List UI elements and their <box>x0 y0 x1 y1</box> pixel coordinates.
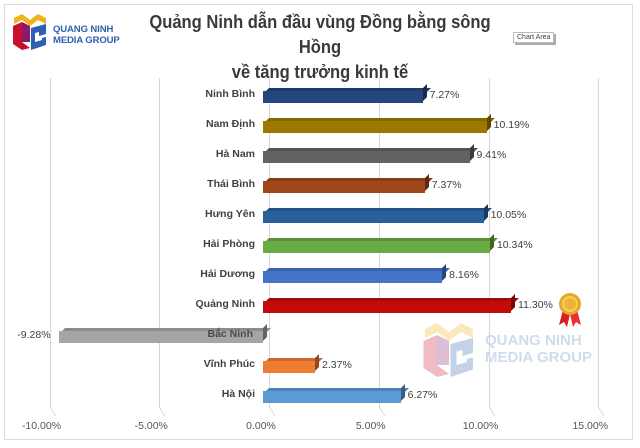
bar[interactable] <box>263 204 492 223</box>
x-tick-label: -5.00% <box>134 420 168 432</box>
data-label: 9.41% <box>476 149 507 161</box>
category-label: Vĩnh Phúc <box>203 358 255 370</box>
category-label: Hải Phòng <box>203 238 255 250</box>
bar[interactable] <box>263 144 478 163</box>
data-label: 7.27% <box>429 89 460 101</box>
x-tick-label: 10.00% <box>462 420 499 432</box>
bar-row: Quảng Ninh 11.30% <box>0 290 640 320</box>
bar[interactable] <box>263 114 495 133</box>
data-label: 11.30% <box>518 299 553 311</box>
x-tick-label: 0.00% <box>246 420 276 432</box>
data-label: 10.34% <box>496 239 533 251</box>
category-label: Quảng Ninh <box>195 298 256 310</box>
bar-row: Hải Phòng 10.34% <box>0 230 640 260</box>
bar[interactable] <box>263 174 433 193</box>
watermark: QUANG NINH MEDIA GROUP <box>419 318 599 382</box>
category-label: Thái Bình <box>207 178 255 190</box>
category-label: Hà Nam <box>215 148 255 160</box>
data-label: 10.05% <box>490 209 527 221</box>
data-label: 10.19% <box>493 119 530 131</box>
qmg-logo-icon <box>13 14 46 50</box>
bar-row: Hải Dương 8.16% <box>0 260 640 290</box>
bar[interactable] <box>263 384 409 403</box>
category-label: Hà Nội <box>221 388 255 400</box>
data-label: 6.27% <box>407 389 438 401</box>
gridline <box>49 78 51 408</box>
bar-row: Hà Nội 6.27% <box>0 380 640 410</box>
gridline <box>159 78 161 408</box>
category-label: Ninh Bình <box>205 88 255 100</box>
bar-row: Thái Bình 7.37% <box>0 170 640 200</box>
chart-title: Quảng Ninh dẫn đầu vùng Đồng bằng sông H… <box>149 12 491 82</box>
category-label: Hải Dương <box>200 268 255 280</box>
bar[interactable] <box>263 84 431 103</box>
bar-row: Ninh Bình 7.27% <box>0 80 640 110</box>
data-label: -9.28% <box>17 329 51 341</box>
category-label: Bắc Ninh <box>207 328 253 340</box>
bar[interactable] <box>263 234 498 253</box>
x-tick-label: 5.00% <box>355 420 386 432</box>
category-label: Hưng Yên <box>205 208 255 220</box>
data-label: 8.16% <box>449 269 479 281</box>
bar-row: Hưng Yên 10.05% <box>0 200 640 230</box>
bar-row: Hà Nam 9.41% <box>0 140 640 170</box>
bar[interactable] <box>59 324 271 343</box>
chart-area-tooltip: Chart Area <box>513 32 555 43</box>
bar-row: Bắc Ninh -9.28% <box>0 320 640 350</box>
bar-row: Vĩnh Phúc 2.37% <box>0 350 640 380</box>
x-tick-label: 15.00% <box>572 420 609 432</box>
x-tick-label: -10.00% <box>21 420 62 432</box>
bar[interactable] <box>263 294 520 313</box>
brand-logo: QUANG NINH MEDIA GROUP <box>10 12 122 52</box>
data-label: 7.37% <box>431 179 462 191</box>
category-label: Nam Định <box>205 118 255 130</box>
brand-name: QUANG NINH MEDIA GROUP <box>53 24 120 46</box>
bar[interactable] <box>263 354 324 373</box>
watermark-logo-icon <box>423 323 473 377</box>
bar-row: Nam Định 10.19% <box>0 110 640 140</box>
data-label: 2.37% <box>322 359 352 371</box>
medal-icon <box>556 292 584 328</box>
gridline <box>598 78 600 408</box>
bar[interactable] <box>263 264 451 283</box>
